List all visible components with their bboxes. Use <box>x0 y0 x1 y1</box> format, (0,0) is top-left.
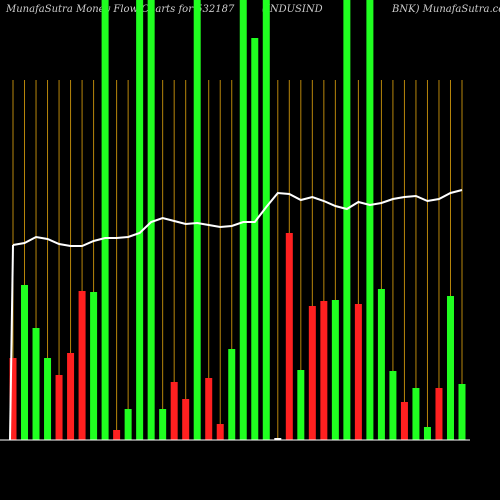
bar <box>216 424 224 440</box>
bar <box>90 292 98 440</box>
bar <box>193 0 201 440</box>
bar <box>44 358 52 440</box>
bar <box>331 300 339 440</box>
bar <box>423 427 431 440</box>
bar <box>55 375 63 440</box>
bar <box>389 371 397 440</box>
bar <box>136 0 144 440</box>
chart-title: BNK) MunafaSutra.com <box>391 4 500 15</box>
bar <box>182 399 190 440</box>
bar <box>78 291 86 440</box>
bar <box>435 388 443 440</box>
bar <box>251 38 259 440</box>
chart-title: (INDUSIND <box>262 4 323 15</box>
bar <box>205 378 213 440</box>
bar <box>354 304 362 440</box>
bar <box>170 382 178 440</box>
bar <box>262 0 270 440</box>
bar <box>113 430 121 440</box>
bar <box>446 296 454 440</box>
bar <box>458 384 466 440</box>
money-flow-line <box>12 189 463 247</box>
bar <box>412 388 420 440</box>
bar <box>9 358 17 440</box>
bar <box>297 370 305 440</box>
bar <box>274 438 282 440</box>
bar <box>343 0 351 440</box>
bar <box>228 349 236 440</box>
bar <box>285 233 293 440</box>
bar <box>308 306 316 440</box>
bar <box>400 402 408 440</box>
bar <box>67 353 75 440</box>
bar <box>147 0 155 440</box>
bar <box>21 285 29 440</box>
bar <box>377 289 385 440</box>
bar <box>101 0 109 440</box>
bar <box>124 409 132 440</box>
chart-title: MunafaSutra Money Flow Charts for 532187 <box>5 4 235 15</box>
line-lead <box>9 244 14 441</box>
bar <box>320 301 328 440</box>
bar <box>366 0 374 440</box>
bar <box>159 409 167 440</box>
bar <box>32 328 40 440</box>
bar <box>239 0 247 440</box>
